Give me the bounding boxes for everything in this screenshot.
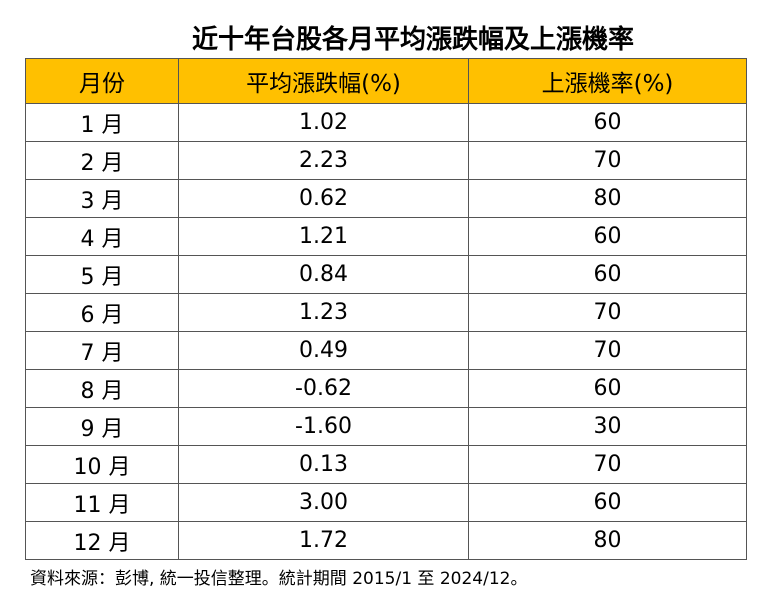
table-cell: 1.21 bbox=[178, 217, 469, 256]
table-cell: 0.62 bbox=[178, 179, 469, 218]
table-cell: -1.60 bbox=[178, 407, 469, 446]
header-cell: 上漲機率(%) bbox=[468, 58, 747, 104]
table-row: 4 月 1.21 60 bbox=[25, 217, 747, 256]
table-cell: 3.00 bbox=[178, 483, 469, 522]
table-row: 9 月 -1.60 30 bbox=[25, 407, 747, 446]
table-cell: 10 月 bbox=[25, 445, 179, 484]
table-row: 12 月 1.72 80 bbox=[25, 521, 747, 560]
table-cell: 70 bbox=[468, 331, 747, 370]
header-cell: 月份 bbox=[25, 58, 179, 104]
table-cell: 60 bbox=[468, 255, 747, 294]
table-cell: 0.49 bbox=[178, 331, 469, 370]
table-cell: 60 bbox=[468, 217, 747, 256]
table-cell: 7 月 bbox=[25, 331, 179, 370]
table-cell: 70 bbox=[468, 141, 747, 180]
table-cell: 1.02 bbox=[178, 103, 469, 142]
table-cell: 2 月 bbox=[25, 141, 179, 180]
table-cell: 1.72 bbox=[178, 521, 469, 560]
table-cell: 11 月 bbox=[25, 483, 179, 522]
table-row: 10 月 0.13 70 bbox=[25, 445, 747, 484]
table-cell: 70 bbox=[468, 445, 747, 484]
table-cell: 80 bbox=[468, 179, 747, 218]
table-cell: 30 bbox=[468, 407, 747, 446]
table-row: 1 月 1.02 60 bbox=[25, 103, 747, 142]
table-cell: 60 bbox=[468, 103, 747, 142]
table-cell: 8 月 bbox=[25, 369, 179, 408]
table-cell: 60 bbox=[468, 369, 747, 408]
table-row: 6 月 1.23 70 bbox=[25, 293, 747, 332]
table-row: 5 月 0.84 60 bbox=[25, 255, 747, 294]
table-row: 3 月 0.62 80 bbox=[25, 179, 747, 218]
header-row: 月份 平均漲跌幅(%) 上漲機率(%) bbox=[25, 58, 747, 104]
table-cell: 6 月 bbox=[25, 293, 179, 332]
table-cell: 2.23 bbox=[178, 141, 469, 180]
table-cell: 0.84 bbox=[178, 255, 469, 294]
table-cell: 0.13 bbox=[178, 445, 469, 484]
table-cell: 60 bbox=[468, 483, 747, 522]
table-cell: 70 bbox=[468, 293, 747, 332]
table-row: 11 月 3.00 60 bbox=[25, 483, 747, 522]
header-cell: 平均漲跌幅(%) bbox=[178, 58, 469, 104]
table-cell: 5 月 bbox=[25, 255, 179, 294]
footnote: 資料來源：彭博, 統一投信整理。統計期間 2015/1 至 2024/12。 bbox=[30, 569, 528, 589]
table-cell: 12 月 bbox=[25, 521, 179, 560]
table-row: 7 月 0.49 70 bbox=[25, 331, 747, 370]
table-title: 近十年台股各月平均漲跌幅及上漲機率 bbox=[191, 25, 634, 55]
table-cell: 4 月 bbox=[25, 217, 179, 256]
table-cell: 1.23 bbox=[178, 293, 469, 332]
table-row: 2 月 2.23 70 bbox=[25, 141, 747, 180]
table-row: 8 月 -0.62 60 bbox=[25, 369, 747, 408]
table-cell: 9 月 bbox=[25, 407, 179, 446]
table-cell: 3 月 bbox=[25, 179, 179, 218]
table-cell: 80 bbox=[468, 521, 747, 560]
table-cell: -0.62 bbox=[178, 369, 469, 408]
table-cell: 1 月 bbox=[25, 103, 179, 142]
